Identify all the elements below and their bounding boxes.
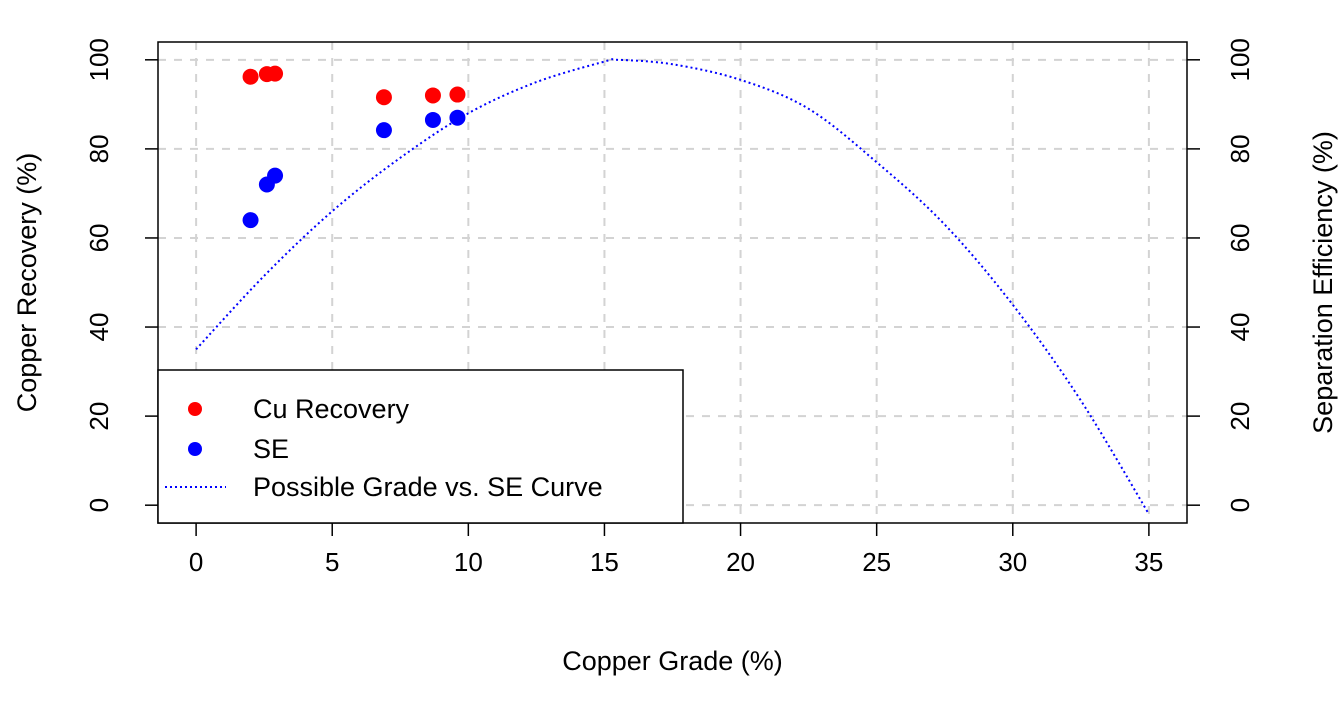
legend-label-cu-recovery: Cu Recovery [253, 394, 410, 424]
x-tick-label-0: 0 [189, 547, 203, 577]
x-axis: 0 5 10 15 20 25 30 35 [189, 523, 1163, 577]
x-tick-label-20: 20 [726, 547, 755, 577]
point-cu-recovery-3 [375, 89, 392, 106]
y-tick-label-0: 0 [84, 498, 114, 512]
point-se-5 [449, 109, 466, 126]
legend-label-se: SE [253, 434, 289, 464]
x-tick-label-35: 35 [1134, 547, 1163, 577]
y2-tick-label-0: 0 [1225, 498, 1255, 512]
y-axis-left: 0 20 40 60 80 100 [84, 38, 158, 512]
point-cu-recovery-4 [424, 87, 441, 104]
y-tick-label-100: 100 [84, 38, 114, 81]
point-se-2 [267, 167, 284, 184]
point-se-3 [375, 122, 392, 139]
y2-tick-label-80: 80 [1225, 134, 1255, 163]
legend-box [157, 369, 684, 524]
y2-axis-title: Separation Efficiency (%) [1308, 131, 1338, 434]
data-points-layer [242, 65, 466, 229]
y-axis-right: 0 20 40 60 80 100 [1187, 38, 1255, 512]
y-tick-label-20: 20 [84, 402, 114, 431]
legend-swatch-cu-recovery [188, 402, 202, 416]
y2-tick-label-100: 100 [1225, 38, 1255, 81]
x-tick-label-25: 25 [862, 547, 891, 577]
point-se-4 [424, 111, 441, 128]
x-tick-label-5: 5 [325, 547, 339, 577]
x-tick-label-15: 15 [590, 547, 619, 577]
x-tick-label-30: 30 [998, 547, 1027, 577]
point-cu-recovery-2 [267, 65, 284, 82]
y2-tick-label-20: 20 [1225, 402, 1255, 431]
legend-swatch-se [188, 442, 202, 456]
y2-tick-label-40: 40 [1225, 313, 1255, 342]
legend-label-curve: Possible Grade vs. SE Curve [253, 472, 603, 502]
x-axis-title: Copper Grade (%) [562, 646, 783, 676]
x-tick-label-10: 10 [454, 547, 483, 577]
point-cu-recovery-5 [449, 86, 466, 103]
legend: Cu Recovery SE Possible Grade vs. SE Cur… [157, 369, 684, 524]
point-cu-recovery-0 [242, 68, 259, 85]
y2-tick-label-60: 60 [1225, 224, 1255, 253]
y-axis-title: Copper Recovery (%) [12, 153, 42, 413]
y-tick-label-40: 40 [84, 313, 114, 342]
y-tick-label-80: 80 [84, 134, 114, 163]
y-tick-label-60: 60 [84, 224, 114, 253]
point-se-0 [242, 212, 259, 229]
